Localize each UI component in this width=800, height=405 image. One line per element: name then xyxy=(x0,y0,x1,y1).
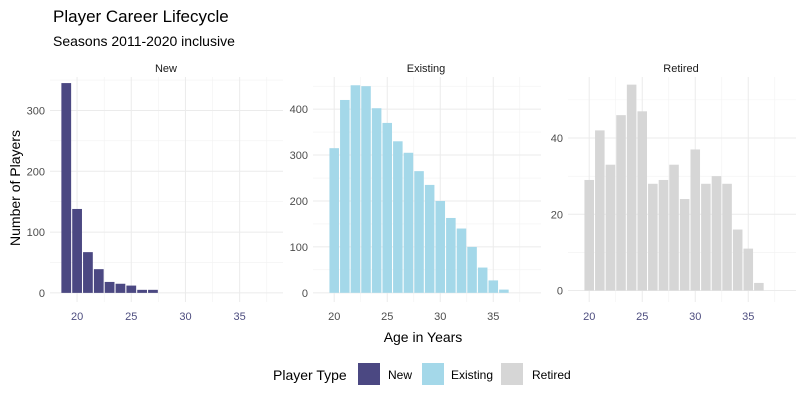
x-tick-label: 20 xyxy=(71,311,83,323)
y-axis-label: Number of Players xyxy=(7,130,23,246)
x-tick-label: 35 xyxy=(234,311,246,323)
legend-label-new: New xyxy=(388,368,412,382)
bar-new-age-22 xyxy=(93,269,104,293)
bar-existing-age-21 xyxy=(340,99,350,293)
panel-strip-label: Existing xyxy=(407,63,446,75)
bar-existing-age-27 xyxy=(403,152,414,293)
bar-new-age-26 xyxy=(137,289,147,293)
bar-existing-age-28 xyxy=(414,171,424,293)
bar-retired-age-36 xyxy=(754,282,764,291)
bar-retired-age-31 xyxy=(701,183,711,291)
bar-existing-age-32 xyxy=(456,228,467,293)
bar-existing-age-22 xyxy=(350,85,361,293)
bar-new-age-21 xyxy=(83,252,93,293)
bar-existing-age-33 xyxy=(467,246,477,293)
bar-existing-age-30 xyxy=(435,200,446,293)
legend-key-new xyxy=(358,363,380,385)
panel-strip-label: Retired xyxy=(663,63,698,75)
legend-label-existing: Existing xyxy=(451,368,493,382)
x-axis-label: Age in Years xyxy=(384,329,463,345)
bar-retired-age-20 xyxy=(584,179,594,291)
panel-strip-label: New xyxy=(155,63,177,75)
legend-title: Player Type xyxy=(273,367,347,383)
y-tick-label: 400 xyxy=(290,104,308,116)
x-tick-label: 30 xyxy=(434,311,446,323)
bar-retired-age-24 xyxy=(626,84,637,291)
y-tick-label: 0 xyxy=(39,288,45,300)
bar-retired-age-34 xyxy=(732,229,743,291)
y-tick-label: 0 xyxy=(557,286,563,298)
y-tick-label: 0 xyxy=(302,288,308,300)
y-tick-label: 300 xyxy=(290,150,308,162)
bar-existing-age-24 xyxy=(371,108,382,293)
y-tick-label: 200 xyxy=(27,166,45,178)
bar-retired-age-27 xyxy=(658,179,669,291)
bar-retired-age-26 xyxy=(648,183,658,291)
legend: Player Type New Existing Retired xyxy=(273,363,571,385)
bar-existing-age-23 xyxy=(361,86,371,293)
legend-label-retired: Retired xyxy=(532,368,571,382)
y-tick-label: 300 xyxy=(27,105,45,117)
y-tick-label: 200 xyxy=(290,196,308,208)
bar-retired-age-28 xyxy=(669,164,679,291)
y-tick-label: 40 xyxy=(551,133,563,145)
bar-retired-age-22 xyxy=(605,164,616,291)
bar-retired-age-21 xyxy=(595,130,605,291)
bar-retired-age-29 xyxy=(679,199,690,291)
y-tick-label: 100 xyxy=(290,242,308,254)
panel-new: New 0 100 200 300 20 25 30 35 xyxy=(27,63,283,323)
bar-new-age-24 xyxy=(115,283,126,293)
x-tick-label: 35 xyxy=(742,311,754,323)
legend-key-existing xyxy=(422,363,444,385)
bar-retired-age-32 xyxy=(711,176,722,291)
bar-existing-age-29 xyxy=(424,184,435,293)
chart-title: Player Career Lifecycle xyxy=(53,7,229,26)
y-tick-label: 100 xyxy=(27,227,45,239)
x-tick-label: 20 xyxy=(583,311,595,323)
bar-existing-age-35 xyxy=(488,280,499,293)
x-tick-label: 35 xyxy=(487,311,499,323)
bar-new-age-25 xyxy=(126,285,137,293)
legend-key-retired xyxy=(501,363,523,385)
bar-existing-age-25 xyxy=(382,122,393,293)
y-tick-label: 20 xyxy=(551,209,563,221)
bar-existing-age-20 xyxy=(329,148,339,293)
bar-new-age-23 xyxy=(104,281,115,293)
bar-existing-age-31 xyxy=(446,217,456,293)
bar-existing-age-34 xyxy=(477,267,488,293)
bar-retired-age-25 xyxy=(637,111,648,291)
bar-retired-age-33 xyxy=(722,183,732,291)
x-tick-label: 25 xyxy=(381,311,393,323)
bar-new-age-20 xyxy=(72,208,82,293)
bar-new-age-19 xyxy=(61,83,72,293)
bar-retired-age-30 xyxy=(690,149,701,291)
panel-retired: Retired 0 20 40 20 25 30 35 xyxy=(551,63,796,323)
bar-existing-age-26 xyxy=(393,141,403,293)
x-tick-label: 30 xyxy=(689,311,701,323)
bar-retired-age-35 xyxy=(743,248,754,291)
x-tick-label: 25 xyxy=(125,311,137,323)
chart-subtitle: Seasons 2011-2020 inclusive xyxy=(53,33,235,49)
bar-existing-age-36 xyxy=(499,289,509,293)
panel-existing: Existing 0 100 200 300 400 20 25 30 35 xyxy=(290,63,541,323)
x-tick-label: 25 xyxy=(636,311,648,323)
x-tick-label: 30 xyxy=(179,311,191,323)
x-tick-label: 20 xyxy=(328,311,340,323)
bar-retired-age-23 xyxy=(616,115,626,291)
bar-new-age-27 xyxy=(148,289,158,293)
